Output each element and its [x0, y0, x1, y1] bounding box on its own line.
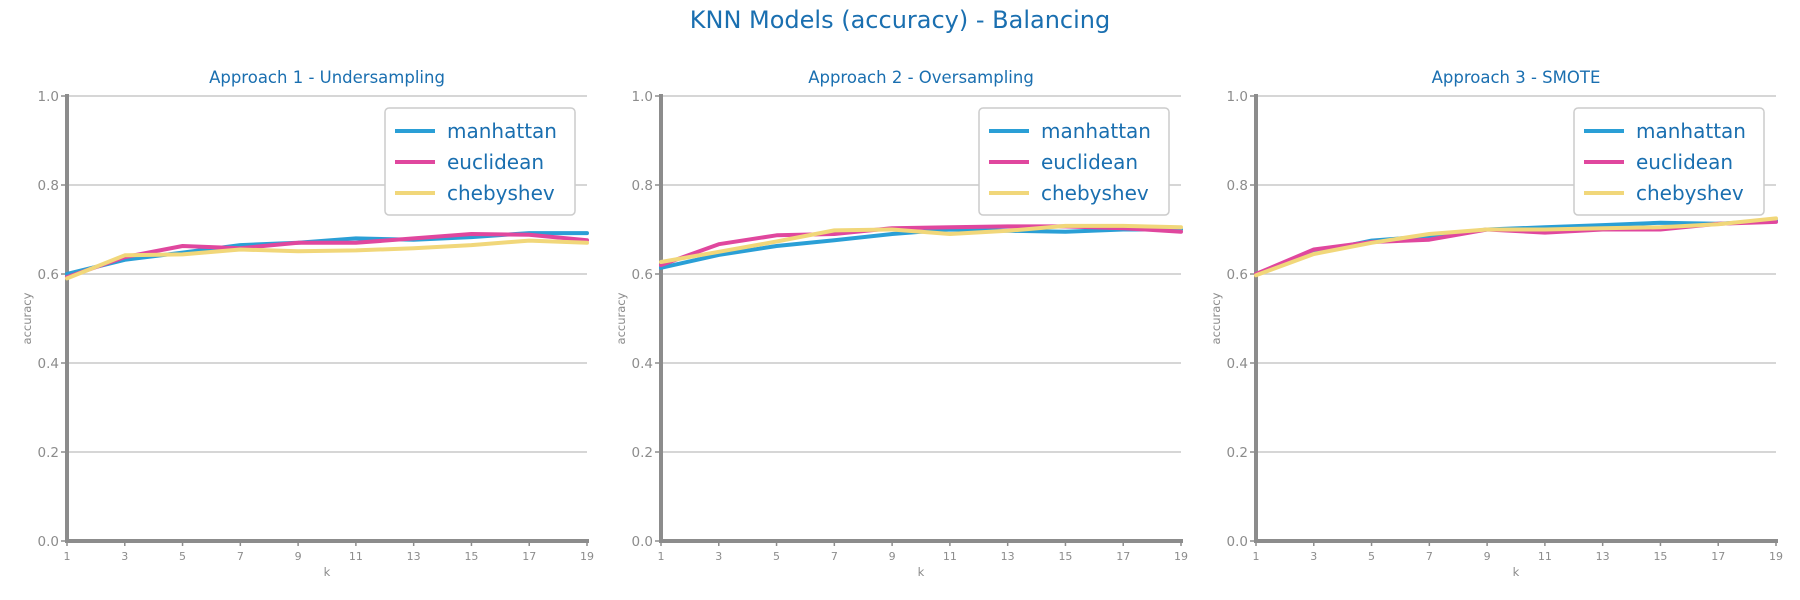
- x-tick-label: 11: [1538, 550, 1552, 563]
- legend-box: [978, 107, 1170, 216]
- x-tick-label: 5: [1368, 550, 1375, 563]
- legend-label-manhattan: manhattan: [447, 119, 557, 143]
- x-tick-label: 19: [1174, 550, 1188, 563]
- x-axis-label: k: [918, 565, 925, 579]
- x-tick-label: 9: [889, 550, 896, 563]
- x-tick-label: 13: [1001, 550, 1015, 563]
- y-tick-label: 1.0: [1227, 89, 1248, 105]
- y-tick-label: 0.8: [632, 178, 653, 194]
- legend-box: [1573, 107, 1765, 216]
- series-line-euclidean: [65, 232, 589, 280]
- y-tick-label: 0.8: [1227, 178, 1248, 194]
- x-tick-label: 9: [295, 550, 302, 563]
- legend-label-chebyshev: chebyshev: [1636, 181, 1744, 205]
- series-line-chebyshev: [1254, 216, 1778, 278]
- y-tick-label: 0.4: [38, 356, 59, 372]
- y-tick-label: 0.4: [1227, 356, 1248, 372]
- x-tick-label: 7: [237, 550, 244, 563]
- x-tick-label: 19: [580, 550, 594, 563]
- x-tick-label: 1: [64, 550, 71, 563]
- x-tick-label: 17: [1116, 550, 1130, 563]
- chart-title: Approach 3 - SMOTE: [1432, 68, 1601, 87]
- x-tick-label: 1: [658, 550, 665, 563]
- legend-label-euclidean: euclidean: [1636, 150, 1733, 174]
- x-tick-label: 15: [1653, 550, 1667, 563]
- legend: manhattan euclidean chebyshev: [384, 107, 576, 216]
- x-axis-label: k: [324, 565, 331, 579]
- x-tick-label: 3: [1310, 550, 1317, 563]
- x-tick-label: 13: [407, 550, 421, 563]
- legend-box: [384, 107, 576, 216]
- y-tick-label: 1.0: [38, 89, 59, 105]
- x-tick-label: 5: [179, 550, 186, 563]
- x-tick-label: 19: [1769, 550, 1783, 563]
- y-axis-label: accuracy: [1209, 292, 1223, 344]
- y-axis-label: accuracy: [20, 292, 34, 344]
- x-tick-label: 3: [121, 550, 128, 563]
- legend-label-manhattan: manhattan: [1636, 119, 1746, 143]
- chart-title: Approach 2 - Oversampling: [808, 68, 1034, 87]
- y-tick-label: 0.2: [1227, 445, 1248, 461]
- x-tick-label: 7: [1426, 550, 1433, 563]
- chart-title: Approach 1 - Undersampling: [209, 68, 445, 87]
- series-line-chebyshev: [659, 223, 1183, 264]
- x-tick-label: 9: [1484, 550, 1491, 563]
- y-tick-label: 0.0: [632, 534, 653, 550]
- x-tick-label: 15: [464, 550, 478, 563]
- x-tick-label: 13: [1596, 550, 1610, 563]
- y-tick-label: 0.0: [1227, 534, 1248, 550]
- y-tick-label: 0.2: [38, 445, 59, 461]
- series-line-chebyshev: [65, 238, 589, 281]
- chart-panel-1: Approach 1 - Undersampling 0.0 0.2 0.4 0.6 0.…: [20, 68, 594, 579]
- y-tick-label: 0.6: [38, 267, 59, 283]
- x-tick-label: 7: [831, 550, 838, 563]
- legend-label-manhattan: manhattan: [1041, 119, 1151, 143]
- x-axis-label: k: [1513, 565, 1520, 579]
- x-tick-label: 17: [522, 550, 536, 563]
- y-tick-label: 0.4: [632, 356, 653, 372]
- chart-panel-2: Approach 2 - Oversampling 0.0 0.2 0.4 0.6 0.8…: [614, 68, 1188, 579]
- legend-label-chebyshev: chebyshev: [1041, 181, 1149, 205]
- x-tick-label: 17: [1711, 550, 1725, 563]
- legend-label-euclidean: euclidean: [447, 150, 544, 174]
- x-tick-label: 11: [943, 550, 957, 563]
- y-tick-label: 0.2: [632, 445, 653, 461]
- y-axis-label: accuracy: [614, 292, 628, 344]
- figure-title: KNN Models (accuracy) - Balancing: [689, 6, 1111, 34]
- legend: manhattan euclidean chebyshev: [978, 107, 1170, 216]
- legend-label-chebyshev: chebyshev: [447, 181, 555, 205]
- x-tick-label: 5: [773, 550, 780, 563]
- y-tick-label: 1.0: [632, 89, 653, 105]
- y-tick-label: 0.6: [632, 267, 653, 283]
- y-tick-label: 0.0: [38, 534, 59, 550]
- x-tick-label: 11: [349, 550, 363, 563]
- x-tick-label: 15: [1058, 550, 1072, 563]
- legend: manhattan euclidean chebyshev: [1573, 107, 1765, 216]
- y-tick-label: 0.8: [38, 178, 59, 194]
- y-tick-label: 0.6: [1227, 267, 1248, 283]
- x-tick-label: 1: [1253, 550, 1260, 563]
- legend-label-euclidean: euclidean: [1041, 150, 1138, 174]
- x-tick-label: 3: [715, 550, 722, 563]
